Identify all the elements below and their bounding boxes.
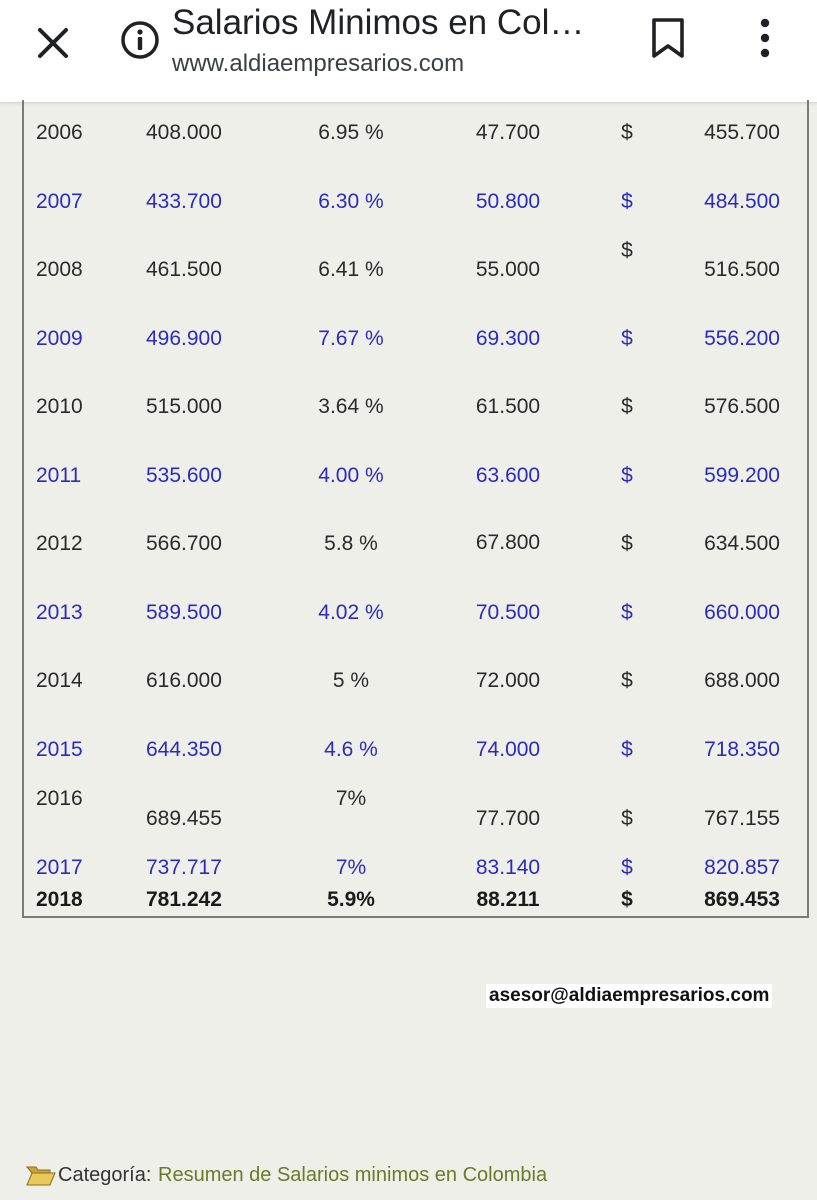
page-url[interactable]: www.aldiaempresarios.com <box>172 50 465 77</box>
transport-cell: 70.500 <box>475 601 541 624</box>
total-cell: 869.453 <box>704 888 780 911</box>
transport-cell: 77.700 <box>475 807 541 830</box>
salary-cell: 616.000 <box>146 669 222 692</box>
increase-cell: 4.02 % <box>318 601 384 624</box>
currency-cell: $ <box>621 464 633 487</box>
currency-cell: $ <box>621 239 633 262</box>
salary-cell: 644.350 <box>146 738 222 761</box>
more-vert-icon <box>760 18 770 58</box>
year-cell: 2014 <box>36 669 83 692</box>
salary-cell: 737.717 <box>146 856 222 879</box>
close-button[interactable] <box>30 20 76 66</box>
currency-cell: $ <box>621 121 633 144</box>
increase-cell: 6.95 % <box>318 121 384 144</box>
total-cell: 688.000 <box>704 669 780 692</box>
transport-cell: 50.800 <box>475 190 541 213</box>
salary-cell: 566.700 <box>146 532 222 555</box>
total-cell: 820.857 <box>704 856 780 879</box>
currency-cell: $ <box>621 601 633 624</box>
salary-cell: 589.500 <box>146 601 222 624</box>
year-cell: 2012 <box>36 532 83 555</box>
total-cell: 660.000 <box>704 601 780 624</box>
increase-cell: 7.67 % <box>318 327 384 350</box>
currency-cell: $ <box>621 807 633 830</box>
increase-cell: 7% <box>335 787 367 810</box>
total-cell: 576.500 <box>704 395 780 418</box>
year-cell: 2018 <box>36 888 83 911</box>
category-link[interactable]: Resumen de Salarios minimos en Colombia <box>158 1164 548 1186</box>
salary-cell: 496.900 <box>146 327 222 350</box>
increase-cell: 7% <box>335 856 367 879</box>
year-cell: 2008 <box>36 258 83 281</box>
transport-cell: 47.700 <box>475 121 541 144</box>
transport-cell: 74.000 <box>475 738 541 761</box>
year-cell: 2006 <box>36 121 83 144</box>
salary-cell: 781.242 <box>146 888 222 911</box>
year-cell: 2007 <box>36 190 83 213</box>
increase-cell: 5 % <box>332 669 370 692</box>
category-label: Categoría: <box>58 1164 152 1186</box>
currency-cell: $ <box>621 888 633 911</box>
total-cell: 599.200 <box>704 464 780 487</box>
increase-cell: 4.6 % <box>324 738 378 761</box>
salary-cell: 433.700 <box>146 190 222 213</box>
salary-cell: 408.000 <box>146 121 222 144</box>
currency-cell: $ <box>621 190 633 213</box>
transport-cell: 55.000 <box>475 258 541 281</box>
contact-email[interactable]: asesor@aldiaempresarios.com <box>486 984 773 1008</box>
total-cell: 516.500 <box>704 258 780 281</box>
overflow-menu-button[interactable] <box>748 14 782 62</box>
year-cell: 2010 <box>36 395 83 418</box>
total-cell: 484.500 <box>704 190 780 213</box>
salary-cell: 461.500 <box>146 258 222 281</box>
year-cell: 2017 <box>36 856 83 879</box>
close-icon <box>38 28 68 58</box>
year-cell: 2015 <box>36 738 83 761</box>
transport-cell: 63.600 <box>475 464 541 487</box>
total-cell: 556.200 <box>704 327 780 350</box>
transport-cell: 88.211 <box>476 888 540 911</box>
transport-cell: 61.500 <box>475 395 541 418</box>
transport-cell: 67.800 <box>475 531 541 554</box>
year-cell: 2016 <box>36 787 83 810</box>
total-cell: 767.155 <box>704 807 780 830</box>
bookmark-button[interactable] <box>646 14 690 62</box>
total-cell: 718.350 <box>704 738 780 761</box>
salary-cell: 689.455 <box>146 807 222 830</box>
total-cell: 634.500 <box>704 532 780 555</box>
currency-cell: $ <box>621 395 633 418</box>
transport-cell: 83.140 <box>475 856 541 879</box>
currency-cell: $ <box>621 669 633 692</box>
salary-cell: 515.000 <box>146 395 222 418</box>
increase-cell: 4.00 % <box>318 464 384 487</box>
increase-cell: 5.8 % <box>324 532 378 555</box>
site-info-button[interactable] <box>118 18 162 62</box>
currency-cell: $ <box>621 532 633 555</box>
bookmark-icon <box>652 18 684 58</box>
increase-cell: 3.64 % <box>318 395 384 418</box>
year-cell: 2013 <box>36 601 83 624</box>
increase-cell: 6.41 % <box>318 258 384 281</box>
increase-cell: 5.9% <box>327 888 375 911</box>
salary-cell: 535.600 <box>146 464 222 487</box>
info-icon <box>121 21 159 59</box>
page-title: Salarios Minimos en Col… <box>172 3 585 42</box>
year-cell: 2009 <box>36 327 83 350</box>
year-cell: 2011 <box>36 464 82 487</box>
transport-cell: 72.000 <box>475 669 541 692</box>
total-cell: 455.700 <box>704 121 780 144</box>
open-folder-icon <box>26 1166 56 1186</box>
currency-cell: $ <box>621 738 633 761</box>
transport-cell: 69.300 <box>475 327 541 350</box>
currency-cell: $ <box>621 327 633 350</box>
currency-cell: $ <box>621 856 633 879</box>
increase-cell: 6.30 % <box>318 190 384 213</box>
custom-tab-toolbar: Salarios Minimos en Col… www.aldiaempres… <box>0 0 817 103</box>
salary-table <box>22 100 809 918</box>
